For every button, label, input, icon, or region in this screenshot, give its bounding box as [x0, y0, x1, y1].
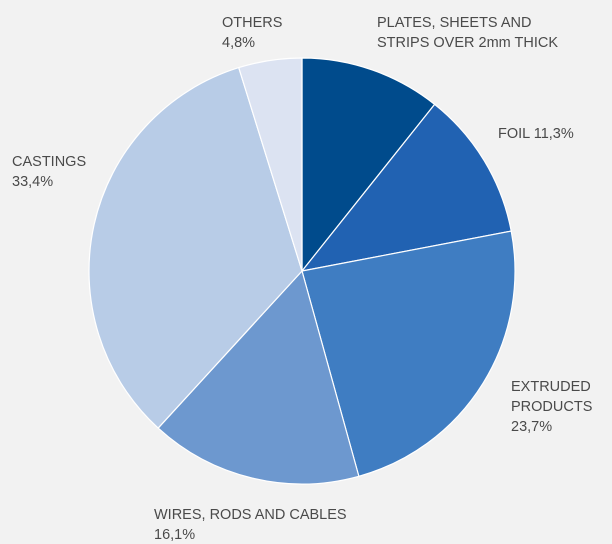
slice-label-foil: FOIL 11,3% [498, 126, 574, 142]
slice-label-line: 4,8% [222, 35, 255, 51]
pie-slices [88, 57, 516, 485]
slice-label-plates-sheets-and-strips-over-2mm-thick: PLATES, SHEETS AND STRIPS OVER 2mm THICK [377, 15, 558, 51]
slice-label-others: OTHERS 4,8% [222, 15, 282, 51]
slice-label-extruded-products: EXTRUDED PRODUCTS 23,7% [511, 379, 592, 435]
pie-slice-plates-sheets-and-strips-over-2mm-thick [301, 57, 436, 273]
slice-label-line: OTHERS [222, 15, 282, 31]
slice-label-line: STRIPS OVER 2mm THICK [377, 35, 558, 51]
slice-label-wires-rods-and-cables: WIRES, RODS AND CABLES 16,1% [154, 507, 347, 543]
pie-slice-foil [300, 103, 512, 272]
slice-label-castings: CASTINGS 33,4% [12, 154, 86, 190]
slice-label-line: WIRES, RODS AND CABLES [154, 507, 347, 523]
slice-label-line: CASTINGS [12, 154, 86, 170]
slice-labels: PLATES, SHEETS AND STRIPS OVER 2mm THICK F… [12, 15, 592, 543]
pie-slice-wires-rods-and-cables [157, 269, 360, 485]
slice-label-line: EXTRUDED [511, 379, 591, 395]
slice-label-line: PLATES, SHEETS AND [377, 15, 531, 31]
slice-label-line: FOIL 11,3% [498, 126, 574, 142]
slice-label-line: 23,7% [511, 419, 552, 435]
slice-label-line: PRODUCTS [511, 399, 592, 415]
pie-slice-castings [88, 66, 303, 429]
pie-slice-extruded-products [301, 230, 516, 478]
pie-slice-others [237, 57, 303, 272]
slice-label-line: 33,4% [12, 174, 53, 190]
slice-label-line: 16,1% [154, 527, 195, 543]
